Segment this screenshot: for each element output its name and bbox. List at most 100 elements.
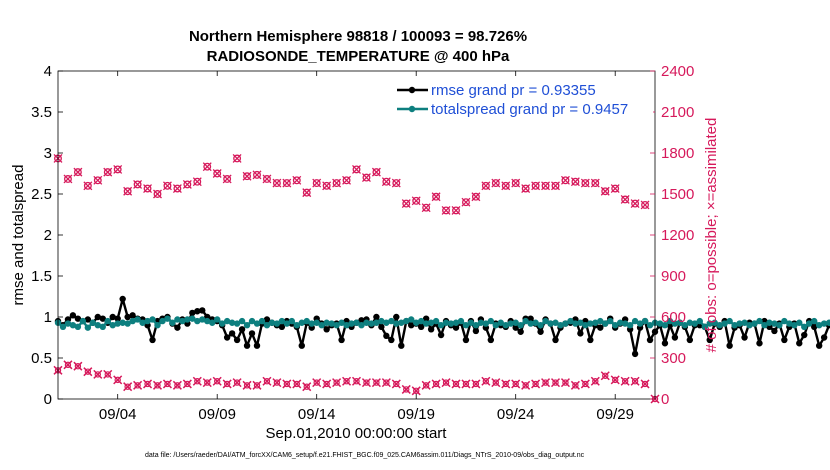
obs-assimilated-point <box>531 181 541 191</box>
totalspread-point <box>587 320 594 327</box>
totalspread-point <box>214 316 221 323</box>
obs-assimilated-point <box>222 174 232 184</box>
x-tick-label: 09/24 <box>497 406 535 423</box>
totalspread-point <box>124 320 131 327</box>
left-y-tick-label: 4 <box>44 63 52 80</box>
totalspread-point <box>820 320 828 327</box>
totalspread-point <box>248 317 256 325</box>
totalspread-point <box>621 320 629 327</box>
totalspread-point <box>607 317 614 325</box>
obs-assimilated-point <box>391 379 401 389</box>
totalspread-point <box>393 320 400 327</box>
totalspread-point <box>333 322 340 329</box>
obs-possible-point <box>243 172 251 181</box>
totalspread-point <box>388 317 395 325</box>
obs-possible-point <box>621 378 629 385</box>
left-y-tick-label: 1 <box>44 309 52 326</box>
obs-possible-point <box>581 179 590 188</box>
rmse-point <box>114 315 121 322</box>
totalspread-point <box>791 322 798 329</box>
obs-possible-point <box>144 380 151 388</box>
rmse-point <box>119 295 126 303</box>
obs-assimilated-point <box>302 188 312 198</box>
obs-assimilated-point <box>292 175 302 185</box>
x-axis-ticks: 09/04 09/09 09/14 09/19 09/24 09/29 <box>99 71 634 423</box>
totalspread-point <box>427 319 435 326</box>
obs-possible-point <box>462 380 470 388</box>
totalspread-point <box>761 322 768 329</box>
totalspread-point <box>562 320 569 327</box>
left-y-axis-ticks: 0 0.5 1 1.5 2 2.5 3 3.5 4 <box>31 63 63 408</box>
rmse-point <box>661 340 669 347</box>
totalspread-point <box>641 317 649 325</box>
obs-possible-point <box>422 203 431 212</box>
obs-possible-point <box>522 382 529 389</box>
totalspread-point <box>532 319 539 326</box>
totalspread-point <box>119 319 126 326</box>
rmse-point <box>472 327 480 335</box>
rmse-point <box>771 327 778 335</box>
right-y-axis-ticks: 0 300 600 900 1200 1500 1800 2100 2400 <box>650 63 694 408</box>
totalspread-point <box>373 319 380 326</box>
obs-possible-point <box>213 378 221 385</box>
rmse-point <box>233 336 241 344</box>
obs-possible-point <box>174 382 181 389</box>
obs-assimilated-point <box>451 379 461 389</box>
legend-rmse-marker <box>408 86 416 94</box>
obs-assimilated-point <box>182 179 192 189</box>
obs-assimilated-point <box>73 361 83 371</box>
legend-box <box>392 77 653 121</box>
obs-possible-point <box>373 379 380 386</box>
obs-possible-point <box>253 170 261 179</box>
obs-possible-point <box>631 378 639 385</box>
obs-possible-point <box>94 371 102 378</box>
obs-assimilated-point <box>222 379 232 389</box>
obs-assimilated-point <box>232 378 242 388</box>
totalspread-point <box>602 320 609 327</box>
rmse-point <box>149 336 156 344</box>
legend: rmse grand pr = 0.93355 totalspread gran… <box>392 77 653 121</box>
totalspread-point <box>437 322 445 329</box>
obs-assimilated-point <box>143 184 153 193</box>
obs-assimilated-point <box>461 197 471 207</box>
obs-possible-point <box>154 382 161 389</box>
obs-possible-point <box>531 181 540 190</box>
totalspread-point <box>358 322 365 329</box>
rmse-point <box>253 342 261 349</box>
totalspread-point <box>681 322 689 329</box>
obs-assimilated-point <box>431 192 441 202</box>
rmse-point <box>99 315 106 322</box>
obs-possible-point <box>641 380 649 388</box>
totalspread-point <box>527 320 534 327</box>
totalspread-point <box>497 319 504 326</box>
totalspread-point <box>69 322 77 329</box>
totalspread-point <box>811 317 818 325</box>
obs-assimilated-point <box>401 384 411 394</box>
totalspread-point <box>756 317 763 325</box>
obs-possible-point <box>412 196 421 205</box>
totalspread-point <box>716 322 723 329</box>
obs-possible-point <box>223 380 231 388</box>
obs-assimilated-point <box>282 178 292 188</box>
obs-assimilated-point <box>481 181 491 191</box>
rmse-point <box>263 316 271 323</box>
obs-assimilated-point <box>560 175 570 185</box>
totalspread-point <box>59 323 67 331</box>
right-y-tick-label: 1200 <box>661 227 694 244</box>
obs-possible-point <box>293 380 300 388</box>
obs-assimilated-point <box>411 196 421 206</box>
right-y-tick-label: 1800 <box>661 145 694 162</box>
obs-assimilated-point <box>242 171 252 181</box>
totalspread-point <box>776 322 783 329</box>
obs-possible-point <box>482 378 490 385</box>
obs-possible-point <box>124 383 131 390</box>
obs-possible-point <box>472 380 480 388</box>
totalspread-point <box>383 319 390 326</box>
obs-assimilated-point <box>312 178 322 188</box>
rmse-point <box>378 323 385 331</box>
totalspread-point <box>487 317 495 325</box>
obs-assimilated-point <box>391 178 401 188</box>
obs-possible-point <box>163 181 172 190</box>
rmse-point <box>174 324 181 331</box>
